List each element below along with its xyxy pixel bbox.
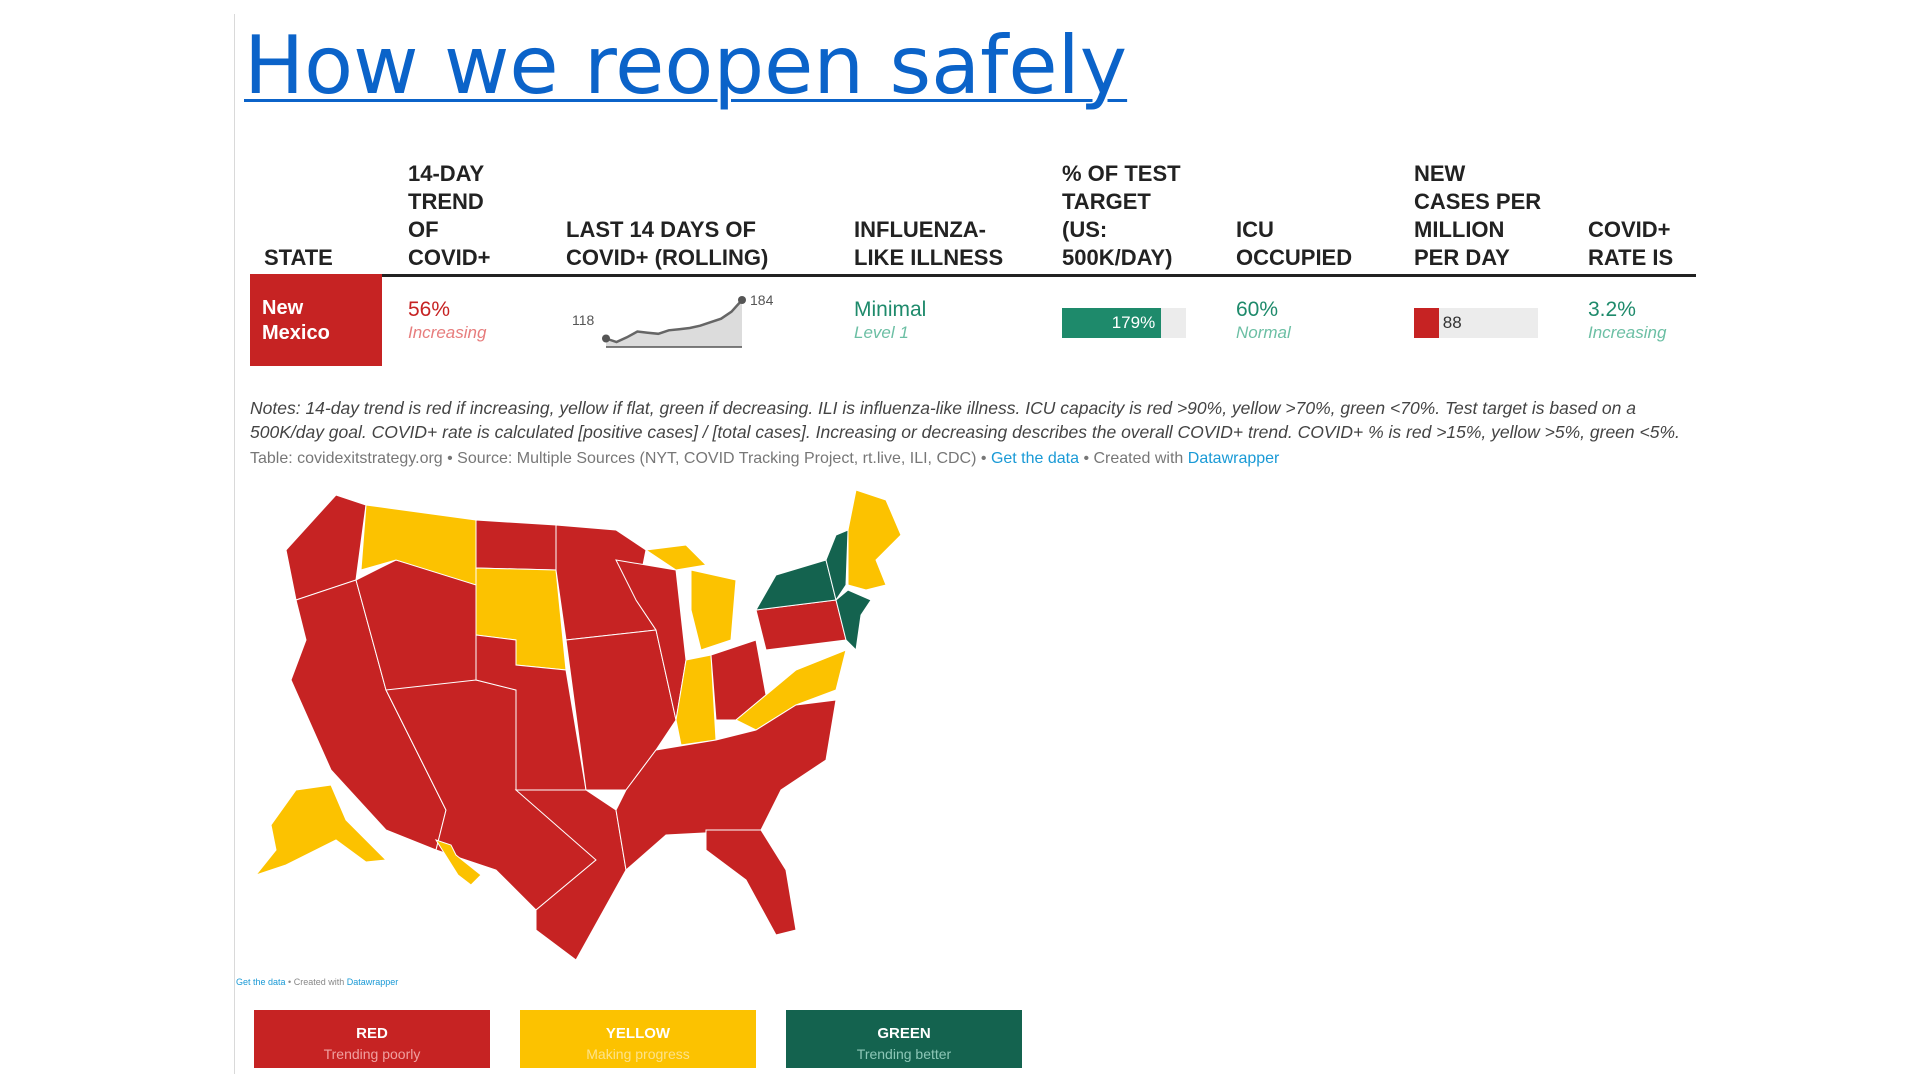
header-last14-line: LAST 14 DAYS OF — [566, 217, 756, 242]
header-trend-line: COVID+ — [408, 245, 491, 270]
trend-value: 56% — [408, 298, 451, 321]
header-cases-line: NEW — [1414, 161, 1466, 186]
header-icu-line: ICU — [1236, 217, 1274, 242]
map-state-michigan — [690, 569, 737, 651]
ili-level: Level 1 — [854, 323, 909, 342]
map-state-north-dakota — [475, 519, 557, 571]
table-notes: Notes: 14-day trend is red if increasing… — [250, 396, 1700, 444]
source-separator: • Created with — [1079, 450, 1188, 467]
header-test-line: % OF TEST — [1062, 161, 1181, 186]
header-state-text: STATE — [264, 245, 333, 270]
sparkline-area — [606, 300, 742, 347]
state-name-line: Mexico — [262, 322, 330, 344]
header-state: STATE — [264, 148, 333, 272]
header-trend: 14-DAY TREND OF COVID+ — [408, 148, 491, 272]
header-divider — [250, 274, 1696, 277]
header-icu-line: OCCUPIED — [1236, 245, 1353, 270]
map-state-montana — [360, 504, 477, 586]
header-trend-line: 14-DAY — [408, 161, 485, 186]
header-test-line: (US: — [1062, 217, 1108, 242]
header-trend-line: TREND — [408, 189, 484, 214]
cases-value: 88 — [1442, 313, 1462, 332]
ili-value: Minimal — [854, 298, 927, 321]
test-target-bar-fill — [1062, 308, 1162, 338]
sparkline-start-label: 118 — [572, 312, 595, 328]
icu-value: 60% — [1236, 298, 1279, 321]
header-icu: ICU OCCUPIED — [1236, 148, 1352, 272]
notes-line: Notes: 14-day trend is red if increasing… — [250, 398, 1636, 418]
legend-yellow-sub: Making progress — [586, 1046, 690, 1062]
trend-cell: 56% Increasing — [408, 298, 486, 344]
test-target-cell: 179% — [1062, 308, 1186, 338]
rate-label: Increasing — [1588, 323, 1667, 342]
legend-green-label: GREEN — [877, 1025, 931, 1042]
source-text: Table: covidexitstrategy.org • Source: M… — [250, 450, 991, 467]
icu-label: Normal — [1236, 323, 1291, 342]
header-ili-line: INFLUENZA- — [854, 217, 986, 242]
map-state-alaska — [254, 784, 388, 877]
header-last14: LAST 14 DAYS OF COVID+ (ROLLING) — [566, 148, 768, 272]
rate-cell: 3.2% Increasing — [1588, 298, 1666, 344]
legend-red: RED Trending poorly — [254, 1010, 490, 1068]
header-cases: NEW CASES PER MILLION PER DAY — [1414, 148, 1541, 272]
ili-cell: Minimal Level 1 — [854, 298, 926, 344]
header-trend-line: OF — [408, 217, 439, 242]
get-the-data-link[interactable]: Get the data — [990, 450, 1079, 467]
sparkline-end-dot — [738, 296, 746, 304]
map-states — [254, 490, 902, 961]
us-state-map — [254, 490, 902, 961]
header-cases-line: CASES PER — [1414, 189, 1542, 214]
map-get-the-data-link[interactable]: Get the data — [236, 977, 286, 987]
map-datawrapper-link[interactable]: Datawrapper — [346, 977, 399, 987]
map-region-upper-peninsula — [644, 544, 708, 571]
icu-cell: 60% Normal — [1236, 298, 1291, 344]
slide-title: How we reopen safely — [244, 19, 1128, 112]
rate-value: 3.2% — [1588, 298, 1636, 321]
map-state-vermont — [825, 529, 849, 602]
cases-cell: 88 — [1414, 308, 1538, 338]
legend-yellow-label: YELLOW — [605, 1025, 671, 1042]
table-source-line: Table: covidexitstrategy.org • Source: M… — [250, 448, 1279, 470]
map-region-southeast — [615, 699, 837, 871]
notes-line: 500K/day goal. COVID+ rate is calculated… — [250, 422, 1680, 442]
sparkline-start-dot — [602, 334, 610, 343]
header-test-line: TARGET — [1062, 189, 1151, 214]
map-region-new-england — [847, 490, 902, 591]
state-cell-new-mexico: New Mexico — [250, 274, 382, 366]
legend-red-sub: Trending poorly — [323, 1046, 421, 1062]
cases-bar-fill — [1414, 308, 1439, 338]
map-state-florida — [705, 829, 797, 936]
header-rate-line: COVID+ — [1588, 217, 1671, 242]
test-target-value: 179% — [1111, 313, 1156, 332]
state-name-line: New — [262, 297, 304, 319]
header-test-target: % OF TEST TARGET (US: 500K/DAY) — [1062, 148, 1181, 272]
map-source-separator: • Created with — [285, 977, 347, 987]
header-last14-line: COVID+ (ROLLING) — [566, 245, 769, 270]
header-cases-line: MILLION — [1414, 217, 1505, 242]
legend-green: GREEN Trending better — [786, 1010, 1022, 1068]
map-region-texas — [514, 789, 627, 961]
header-rate-line: RATE IS — [1588, 245, 1674, 270]
legend-yellow: YELLOW Making progress — [520, 1010, 756, 1068]
header-ili: INFLUENZA- LIKE ILLNESS — [854, 148, 1003, 272]
header-test-line: 500K/DAY) — [1062, 245, 1173, 270]
trend-label: Increasing — [408, 323, 487, 342]
legend-red-label: RED — [356, 1025, 388, 1042]
sparkline-end-label: 184 — [750, 292, 774, 308]
map-state-hawaii — [434, 839, 482, 886]
sparkline-line — [605, 299, 743, 344]
legend-green-sub: Trending better — [856, 1046, 952, 1062]
map-source-line: Get the data • Created with Datawrapper — [236, 976, 398, 988]
sparkline-chart: 118 184 — [572, 292, 774, 348]
header-ili-line: LIKE ILLNESS — [854, 245, 1004, 270]
datawrapper-link[interactable]: Datawrapper — [1187, 450, 1280, 467]
map-region-new-jersey-connecticut — [835, 589, 872, 652]
header-cases-line: PER DAY — [1414, 245, 1510, 270]
slide-left-rule — [234, 14, 235, 1074]
header-rate: COVID+ RATE IS — [1588, 148, 1673, 272]
